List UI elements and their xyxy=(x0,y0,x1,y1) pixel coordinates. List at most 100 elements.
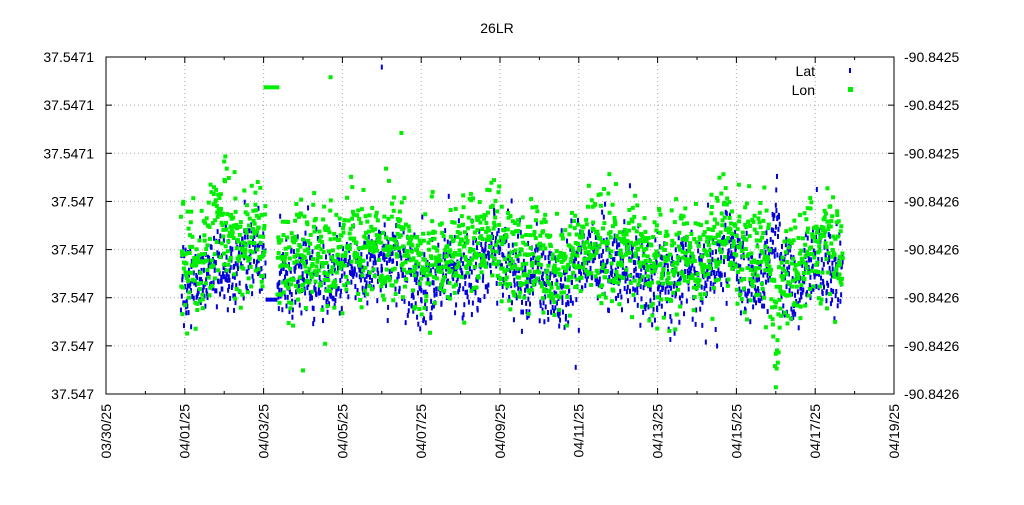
lon-point xyxy=(502,235,507,240)
lon-point xyxy=(552,300,557,305)
lon-point xyxy=(824,244,829,249)
lon-point xyxy=(556,267,561,272)
lat-point xyxy=(236,263,239,269)
lon-point xyxy=(488,234,493,239)
lat-point xyxy=(193,280,196,286)
lon-point xyxy=(720,223,725,228)
lat-point xyxy=(462,261,465,267)
lat-point xyxy=(287,280,290,286)
lon-point xyxy=(750,217,755,222)
lon-point xyxy=(788,227,793,232)
lat-point xyxy=(240,261,243,267)
lat-point xyxy=(529,273,532,279)
lat-point xyxy=(520,328,523,334)
lon-point xyxy=(656,253,661,258)
lat-point xyxy=(563,270,566,276)
lon-point xyxy=(690,275,695,280)
lat-point xyxy=(515,295,518,301)
lon-point xyxy=(484,221,489,226)
lon-point xyxy=(281,290,286,295)
lon-point xyxy=(489,254,494,259)
lat-point xyxy=(235,271,238,277)
lon-point xyxy=(596,192,601,197)
lon-point xyxy=(350,209,355,214)
lat-point xyxy=(829,270,832,276)
lon-point xyxy=(303,264,308,269)
lat-point xyxy=(363,240,366,246)
lat-point xyxy=(750,291,753,297)
lon-point xyxy=(441,234,446,239)
lat-point xyxy=(416,314,419,320)
lat-point xyxy=(574,273,577,279)
lon-point xyxy=(714,264,719,269)
lon-point xyxy=(311,202,316,207)
lon-point xyxy=(183,272,188,277)
lat-point xyxy=(564,316,567,322)
lon-point xyxy=(616,236,621,241)
lon-point xyxy=(402,253,407,258)
lon-point xyxy=(701,263,706,268)
lon-point xyxy=(483,261,488,266)
lat-point xyxy=(228,284,231,290)
lat-point xyxy=(634,266,637,272)
lon-point xyxy=(673,270,678,275)
lat-point xyxy=(432,303,435,309)
lon-point xyxy=(563,268,568,273)
lat-point xyxy=(304,230,307,236)
lat-point xyxy=(800,285,803,291)
lon-point xyxy=(744,224,749,229)
lon-point xyxy=(744,237,749,242)
lon-point xyxy=(243,243,248,248)
lon-point xyxy=(380,278,385,283)
lat-point xyxy=(658,282,661,288)
lat-point xyxy=(737,279,740,285)
lon-point xyxy=(489,180,494,185)
lon-point xyxy=(723,186,728,191)
lon-point xyxy=(520,215,525,220)
lat-point xyxy=(249,261,252,267)
lon-point xyxy=(706,227,711,232)
lon-point xyxy=(777,265,782,270)
lon-point xyxy=(838,280,843,285)
lon-point xyxy=(618,274,623,279)
lon-point xyxy=(701,270,706,275)
lat-point xyxy=(573,258,576,264)
lon-point xyxy=(780,277,785,282)
lat-point xyxy=(374,257,377,263)
lat-point xyxy=(755,288,758,294)
lon-point xyxy=(747,184,752,189)
lat-point xyxy=(445,249,448,255)
lon-point xyxy=(725,283,730,288)
lon-point xyxy=(494,249,499,254)
lon-point xyxy=(548,233,553,238)
lon-point xyxy=(797,261,802,266)
lon-point xyxy=(467,249,472,254)
lon-point xyxy=(336,245,341,250)
lon-point xyxy=(761,295,766,300)
lat-point xyxy=(541,307,544,313)
lon-point xyxy=(695,272,700,277)
lon-point xyxy=(510,219,515,224)
lon-point xyxy=(595,232,600,237)
lon-point xyxy=(321,217,326,222)
lon-point xyxy=(829,218,834,223)
lon-point xyxy=(373,244,378,249)
lon-point xyxy=(301,368,305,373)
lat-point xyxy=(317,286,320,292)
lon-point xyxy=(389,244,394,249)
chart-title: 26LR xyxy=(480,20,513,36)
lon-point xyxy=(231,236,236,241)
lon-point xyxy=(827,219,832,224)
lon-point xyxy=(769,297,774,302)
lon-point xyxy=(637,223,642,228)
lon-point xyxy=(406,224,411,229)
lon-point xyxy=(585,256,590,261)
lon-point xyxy=(565,285,570,290)
lon-point xyxy=(237,254,242,259)
lon-point xyxy=(238,305,243,310)
lon-point xyxy=(226,176,231,181)
lon-point xyxy=(608,235,613,240)
lon-point xyxy=(788,316,793,321)
lat-point xyxy=(380,250,383,256)
lon-point xyxy=(418,241,423,246)
